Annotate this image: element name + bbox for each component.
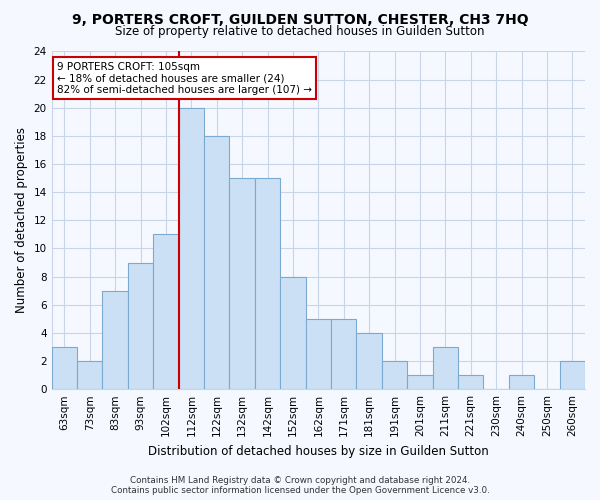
X-axis label: Distribution of detached houses by size in Guilden Sutton: Distribution of detached houses by size …: [148, 444, 489, 458]
Bar: [103, 290, 128, 389]
Bar: [331, 319, 356, 389]
Bar: [229, 178, 255, 389]
Bar: [356, 333, 382, 389]
Text: 9 PORTERS CROFT: 105sqm
← 18% of detached houses are smaller (24)
82% of semi-de: 9 PORTERS CROFT: 105sqm ← 18% of detache…: [57, 62, 312, 95]
Bar: [77, 361, 103, 389]
Bar: [52, 347, 77, 389]
Bar: [179, 108, 204, 389]
Text: Size of property relative to detached houses in Guilden Sutton: Size of property relative to detached ho…: [115, 25, 485, 38]
Bar: [204, 136, 229, 389]
Bar: [433, 347, 458, 389]
Bar: [305, 319, 331, 389]
Y-axis label: Number of detached properties: Number of detached properties: [15, 128, 28, 314]
Bar: [153, 234, 179, 389]
Bar: [458, 375, 484, 389]
Bar: [255, 178, 280, 389]
Bar: [560, 361, 585, 389]
Bar: [407, 375, 433, 389]
Text: Contains HM Land Registry data © Crown copyright and database right 2024.
Contai: Contains HM Land Registry data © Crown c…: [110, 476, 490, 495]
Bar: [280, 276, 305, 389]
Bar: [382, 361, 407, 389]
Bar: [509, 375, 534, 389]
Bar: [128, 262, 153, 389]
Text: 9, PORTERS CROFT, GUILDEN SUTTON, CHESTER, CH3 7HQ: 9, PORTERS CROFT, GUILDEN SUTTON, CHESTE…: [71, 12, 529, 26]
